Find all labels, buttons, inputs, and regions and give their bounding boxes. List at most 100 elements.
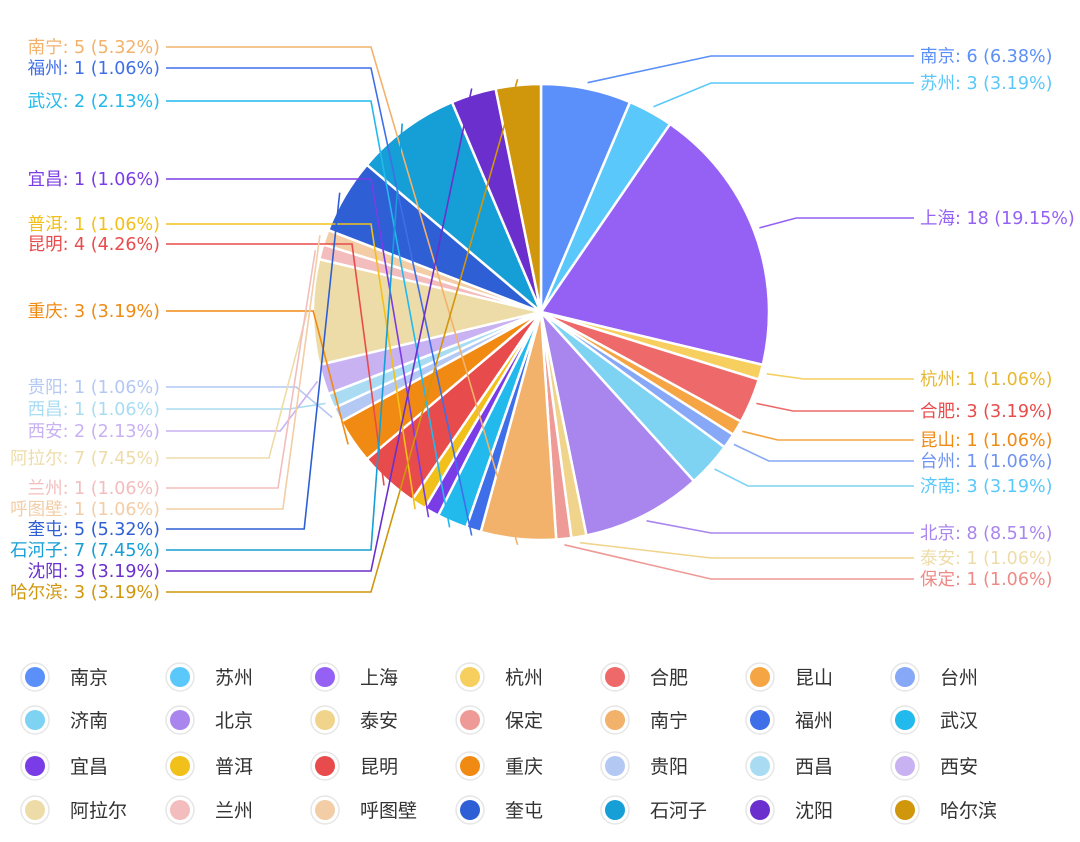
legend-swatch xyxy=(460,710,480,730)
slice-label-福州: 福州: 1 (1.06%) xyxy=(28,59,160,79)
legend-item-西昌[interactable]: 西昌 xyxy=(745,751,833,781)
pie-slice-哈尔滨[interactable] xyxy=(494,82,543,314)
legend-label: 泰安 xyxy=(360,710,398,732)
legend-item-台州[interactable]: 台州 xyxy=(890,662,978,692)
label-line-重庆 xyxy=(166,310,349,445)
legend-item-北京[interactable]: 北京 xyxy=(165,705,253,735)
legend-item-上海[interactable]: 上海 xyxy=(310,662,398,692)
legend-item-兰州[interactable]: 兰州 xyxy=(165,795,253,825)
slice-label-呼图壁: 呼图壁: 1 (1.06%) xyxy=(10,500,160,520)
legend-swatch xyxy=(895,667,915,687)
legend-label: 北京 xyxy=(215,710,253,732)
legend-item-泰安[interactable]: 泰安 xyxy=(310,705,398,735)
legend-ring xyxy=(745,705,775,735)
slice-label-济南: 济南: 3 (3.19%) xyxy=(920,477,1052,497)
legend-item-奎屯[interactable]: 奎屯 xyxy=(455,795,543,825)
slice-label-台州: 台州: 1 (1.06%) xyxy=(920,452,1052,472)
legend-ring xyxy=(20,795,50,825)
legend-ring xyxy=(890,795,920,825)
legend-label: 哈尔滨 xyxy=(940,800,997,822)
legend-label: 奎屯 xyxy=(505,800,543,822)
legend-item-昆山[interactable]: 昆山 xyxy=(745,662,833,692)
legend-swatch xyxy=(25,710,45,730)
legend-item-哈尔滨[interactable]: 哈尔滨 xyxy=(890,795,997,825)
slice-label-重庆: 重庆: 3 (3.19%) xyxy=(28,302,160,322)
legend-ring xyxy=(890,705,920,735)
legend-swatch xyxy=(25,800,45,820)
legend-label: 昆山 xyxy=(795,667,833,689)
pie-slice-石河子[interactable] xyxy=(365,100,543,314)
slice-label-西昌: 西昌: 1 (1.06%) xyxy=(28,400,160,420)
legend-item-石河子[interactable]: 石河子 xyxy=(600,795,707,825)
legend-item-南宁[interactable]: 南宁 xyxy=(600,705,688,735)
legend-item-武汉[interactable]: 武汉 xyxy=(890,705,978,735)
legend-swatch xyxy=(605,800,625,820)
legend-item-西安[interactable]: 西安 xyxy=(890,751,978,781)
legend-label: 苏州 xyxy=(215,667,253,689)
label-line-苏州 xyxy=(653,82,914,108)
legend-ring xyxy=(165,795,195,825)
legend-ring xyxy=(600,795,630,825)
legend-item-苏州[interactable]: 苏州 xyxy=(165,662,253,692)
legend-ring xyxy=(600,662,630,692)
label-line-沈阳 xyxy=(166,88,473,572)
legend-swatch xyxy=(605,667,625,687)
legend-swatch xyxy=(750,710,770,730)
legend-item-贵阳[interactable]: 贵阳 xyxy=(600,751,688,781)
slice-label-合肥: 合肥: 3 (3.19%) xyxy=(920,402,1052,422)
label-line-宜昌 xyxy=(166,178,430,518)
pie-slice-上海[interactable] xyxy=(539,122,771,367)
legend-item-沈阳[interactable]: 沈阳 xyxy=(745,795,833,825)
legend-ring xyxy=(165,662,195,692)
legend-swatch xyxy=(25,756,45,776)
legend-swatch xyxy=(315,756,335,776)
legend-swatch xyxy=(315,800,335,820)
legend-label: 阿拉尔 xyxy=(70,800,127,822)
legend-item-宜昌[interactable]: 宜昌 xyxy=(20,751,108,781)
legend-item-济南[interactable]: 济南 xyxy=(20,705,108,735)
legend-ring xyxy=(20,662,50,692)
legend-item-呼图壁[interactable]: 呼图壁 xyxy=(310,795,417,825)
legend-swatch xyxy=(170,800,190,820)
pie-slices xyxy=(311,82,771,542)
legend-ring xyxy=(165,705,195,735)
legend-swatch xyxy=(895,800,915,820)
legend-item-昆明[interactable]: 昆明 xyxy=(310,751,398,781)
legend-label: 合肥 xyxy=(650,667,688,689)
legend-swatch xyxy=(170,710,190,730)
legend-item-阿拉尔[interactable]: 阿拉尔 xyxy=(20,795,127,825)
slice-label-武汉: 武汉: 2 (2.13%) xyxy=(28,92,160,112)
slice-label-奎屯: 奎屯: 5 (5.32%) xyxy=(28,520,160,540)
legend-item-重庆[interactable]: 重庆 xyxy=(455,751,543,781)
legend-swatch xyxy=(750,800,770,820)
legend-label: 呼图壁 xyxy=(360,800,417,822)
legend-label: 杭州 xyxy=(505,667,543,689)
legend-label: 西昌 xyxy=(795,756,833,778)
legend-ring xyxy=(165,751,195,781)
slice-label-石河子: 石河子: 7 (7.45%) xyxy=(10,541,160,561)
pie-slice-北京[interactable] xyxy=(539,310,696,537)
slice-label-杭州: 杭州: 1 (1.06%) xyxy=(920,370,1052,390)
slice-label-哈尔滨: 哈尔滨: 3 (3.19%) xyxy=(10,583,160,603)
legend-label: 福州 xyxy=(795,710,833,732)
legend-item-普洱[interactable]: 普洱 xyxy=(165,751,253,781)
label-line-北京 xyxy=(646,520,914,534)
legend-item-杭州[interactable]: 杭州 xyxy=(455,662,543,692)
legend-item-福州[interactable]: 福州 xyxy=(745,705,833,735)
legend-swatch xyxy=(895,756,915,776)
legend-item-合肥[interactable]: 合肥 xyxy=(600,662,688,692)
legend-item-保定[interactable]: 保定 xyxy=(455,705,543,735)
legend-label: 武汉 xyxy=(940,710,978,732)
slice-label-保定: 保定: 1 (1.06%) xyxy=(920,570,1052,590)
slice-label-泰安: 泰安: 1 (1.06%) xyxy=(920,549,1052,569)
legend-swatch xyxy=(750,756,770,776)
legend-swatch xyxy=(460,667,480,687)
label-line-南京 xyxy=(587,55,914,84)
legend-ring xyxy=(455,751,485,781)
label-line-合肥 xyxy=(756,402,914,412)
slice-label-宜昌: 宜昌: 1 (1.06%) xyxy=(28,170,160,190)
legend-ring xyxy=(455,662,485,692)
legend-ring xyxy=(745,662,775,692)
legend-item-南京[interactable]: 南京 xyxy=(20,662,108,692)
slice-label-苏州: 苏州: 3 (3.19%) xyxy=(920,74,1052,94)
